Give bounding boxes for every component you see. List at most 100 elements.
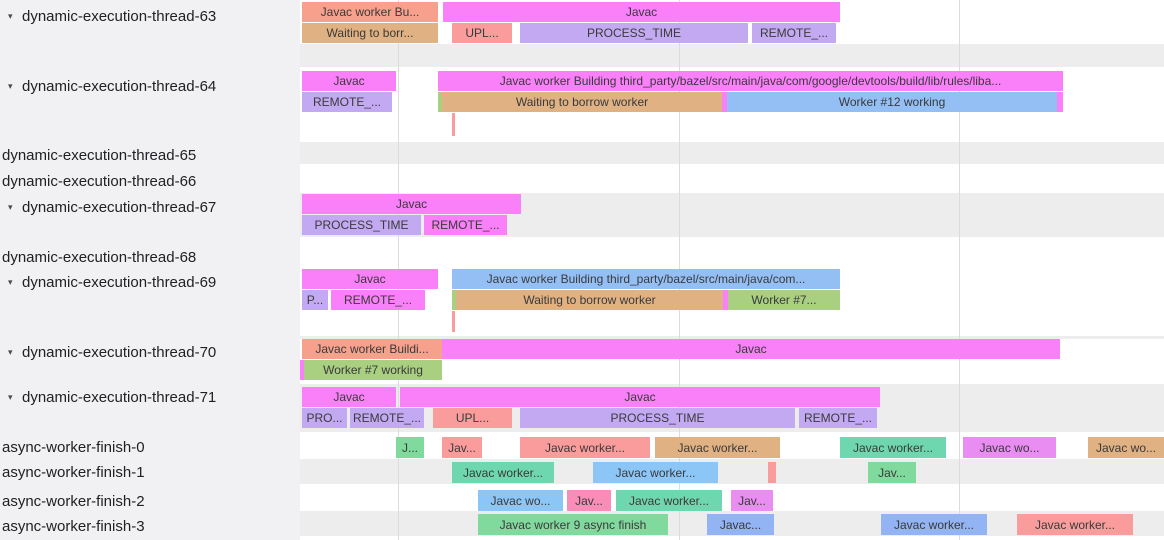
- trace-event-bar[interactable]: REMOTE_...: [331, 290, 425, 310]
- thread-label: dynamic-execution-thread-67: [22, 198, 217, 216]
- sidebar-item-dynamic-execution-thread-68[interactable]: dynamic-execution-thread-68: [0, 247, 302, 267]
- sidebar-item-dynamic-execution-thread-71[interactable]: ▾ dynamic-execution-thread-71: [0, 387, 300, 407]
- trace-event-label: J...: [401, 440, 418, 455]
- trace-event-bar[interactable]: UPL...: [433, 408, 512, 428]
- trace-event-bar[interactable]: Javac worker Buildi...: [302, 339, 442, 359]
- thread-label: dynamic-execution-thread-68: [2, 248, 197, 266]
- thread-label: async-worker-finish-1: [2, 463, 145, 481]
- trace-event-bar[interactable]: J...: [396, 437, 424, 458]
- trace-event-bar[interactable]: Javac: [302, 194, 521, 214]
- trace-event-bar[interactable]: Javac: [302, 71, 396, 91]
- trace-event-bar[interactable]: Javac: [400, 387, 880, 407]
- thread-label: async-worker-finish-0: [2, 438, 145, 456]
- trace-event-bar[interactable]: [452, 113, 455, 136]
- trace-event-bar[interactable]: REMOTE_...: [752, 23, 836, 43]
- trace-event-bar[interactable]: Javac: [442, 339, 1060, 359]
- trace-event-bar[interactable]: Javac...: [707, 514, 774, 535]
- trace-event-bar[interactable]: Javac worker...: [593, 462, 718, 483]
- trace-event-bar[interactable]: PROCESS_TIME: [302, 215, 421, 235]
- expand-triangle-icon[interactable]: ▾: [8, 80, 13, 91]
- trace-event-bar[interactable]: PROCESS_TIME: [520, 23, 748, 43]
- trace-event-bar[interactable]: Jav...: [442, 437, 482, 458]
- trace-event-label: REMOTE_...: [759, 26, 828, 40]
- trace-event-bar[interactable]: REMOTE_...: [799, 408, 877, 428]
- trace-event-bar[interactable]: PROCESS_TIME: [520, 408, 795, 428]
- trace-event-label: Javac worker...: [615, 465, 696, 480]
- trace-event-label: Javac: [625, 5, 658, 19]
- trace-event-label: Javac worker 9 async finish: [499, 517, 647, 532]
- trace-event-bar[interactable]: PRO...: [302, 408, 347, 428]
- trace-event-bar[interactable]: Worker #7 working: [304, 360, 442, 380]
- expand-triangle-icon[interactable]: ▾: [8, 276, 13, 287]
- trace-event-bar[interactable]: Javac worker...: [452, 462, 554, 483]
- trace-event-label: Jav...: [448, 440, 476, 455]
- trace-event-bar[interactable]: Javac worker...: [616, 490, 722, 511]
- thread-label: async-worker-finish-2: [2, 492, 145, 510]
- trace-event-bar[interactable]: Javac worker Building third_party/bazel/…: [452, 269, 840, 289]
- trace-event-bar[interactable]: Jav...: [567, 490, 611, 511]
- trace-event-bar[interactable]: REMOTE_...: [302, 92, 392, 112]
- sidebar-item-dynamic-execution-thread-69[interactable]: ▾ dynamic-execution-thread-69: [0, 272, 300, 292]
- trace-event-bar[interactable]: Javac worker...: [520, 437, 650, 458]
- trace-event-bar[interactable]: P...: [302, 290, 328, 310]
- trace-event-bar[interactable]: Javac: [302, 269, 438, 289]
- sidebar-item-dynamic-execution-thread-67[interactable]: ▾ dynamic-execution-thread-67: [0, 197, 300, 217]
- trace-event-bar[interactable]: Javac wo...: [1088, 437, 1164, 458]
- expand-triangle-icon[interactable]: ▾: [8, 10, 13, 21]
- trace-event-bar[interactable]: Javac wo...: [963, 437, 1056, 458]
- trace-event-bar[interactable]: [722, 92, 727, 112]
- trace-event-label: Jav...: [738, 493, 766, 508]
- trace-event-bar[interactable]: Waiting to borr...: [302, 23, 438, 43]
- sidebar-item-dynamic-execution-thread-65[interactable]: dynamic-execution-thread-65: [0, 145, 302, 165]
- expand-triangle-icon[interactable]: ▾: [8, 201, 13, 212]
- trace-event-bar[interactable]: REMOTE_...: [424, 215, 507, 235]
- trace-event-label: Worker #7 working: [323, 363, 423, 377]
- trace-event-bar[interactable]: Javac worker...: [1017, 514, 1133, 535]
- trace-event-bar[interactable]: Worker #12 working: [727, 92, 1057, 112]
- trace-event-bar[interactable]: Worker #7...: [728, 290, 840, 310]
- trace-event-bar[interactable]: Jav...: [731, 490, 773, 511]
- trace-event-label: Javac worker...: [544, 440, 626, 455]
- trace-event-bar[interactable]: [1057, 92, 1063, 112]
- sidebar-item-dynamic-execution-thread-66[interactable]: dynamic-execution-thread-66: [0, 171, 302, 191]
- trace-event-bar[interactable]: Javac worker...: [840, 437, 946, 458]
- trace-event-label: Worker #7...: [751, 293, 817, 307]
- thread-name-sidebar: ▾ dynamic-execution-thread-63 ▾ dynamic-exe…: [0, 0, 300, 540]
- thread-label: dynamic-execution-thread-65: [2, 146, 197, 164]
- trace-event-bar[interactable]: [300, 360, 304, 380]
- trace-event-bar[interactable]: Javac: [302, 387, 396, 407]
- trace-event-label: Javac worker...: [893, 517, 975, 532]
- sidebar-item-async-worker-finish-0[interactable]: async-worker-finish-0: [0, 437, 302, 457]
- sidebar-item-dynamic-execution-thread-64[interactable]: ▾ dynamic-execution-thread-64: [0, 76, 300, 96]
- trace-event-label: Javac worker Bu...: [320, 5, 420, 19]
- time-gridline: [959, 0, 960, 540]
- trace-event-label: PROCESS_TIME: [314, 218, 409, 232]
- sidebar-item-async-worker-finish-3[interactable]: async-worker-finish-3: [0, 516, 302, 536]
- expand-triangle-icon[interactable]: ▾: [8, 346, 13, 357]
- trace-event-bar[interactable]: REMOTE_...: [350, 408, 424, 428]
- expand-triangle-icon[interactable]: ▾: [8, 391, 13, 402]
- sidebar-item-dynamic-execution-thread-63[interactable]: ▾ dynamic-execution-thread-63: [0, 6, 300, 26]
- trace-event-bar[interactable]: Waiting to borrow worker: [442, 92, 722, 112]
- trace-event-bar[interactable]: UPL...: [452, 23, 512, 43]
- trace-event-bar[interactable]: [723, 290, 728, 310]
- trace-event-bar[interactable]: [438, 92, 442, 112]
- trace-event-bar[interactable]: Javac worker Building third_party/bazel/…: [438, 71, 1063, 91]
- sidebar-item-dynamic-execution-thread-70[interactable]: ▾ dynamic-execution-thread-70: [0, 342, 300, 362]
- sidebar-item-async-worker-finish-2[interactable]: async-worker-finish-2: [0, 491, 302, 511]
- trace-event-bar[interactable]: [768, 462, 776, 483]
- trace-event-bar[interactable]: Javac worker...: [881, 514, 987, 535]
- trace-event-bar[interactable]: Javac wo...: [478, 490, 563, 511]
- trace-event-bar[interactable]: [452, 290, 456, 310]
- sidebar-item-async-worker-finish-1[interactable]: async-worker-finish-1: [0, 462, 302, 482]
- trace-event-bar[interactable]: Javac worker Bu...: [302, 2, 438, 22]
- trace-event-bar[interactable]: Javac worker...: [655, 437, 780, 458]
- trace-event-label: Jav...: [878, 465, 906, 480]
- trace-event-bar[interactable]: Jav...: [868, 462, 916, 483]
- trace-event-bar[interactable]: Javac: [443, 2, 840, 22]
- trace-event-bar[interactable]: Waiting to borrow worker: [456, 290, 723, 310]
- trace-event-bar[interactable]: [452, 311, 455, 332]
- trace-event-bar[interactable]: Javac worker 9 async finish: [478, 514, 668, 535]
